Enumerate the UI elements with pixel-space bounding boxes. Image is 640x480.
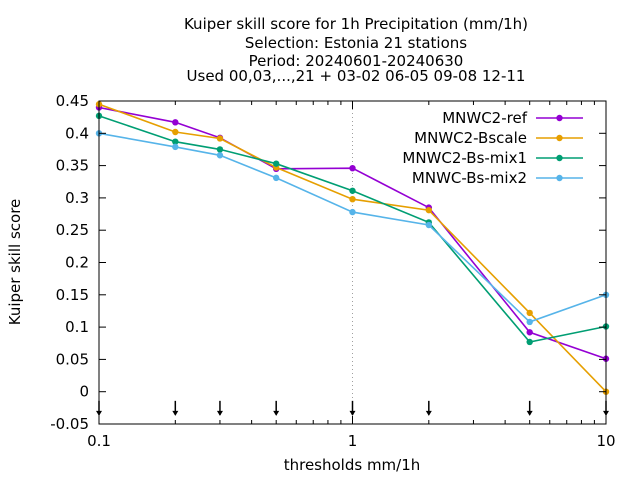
chart-title-line-1: Kuiper skill score for 1h Precipitation …	[184, 15, 528, 33]
chart-title-line-4: Used 00,03,...,21 + 03-02 06-05 09-08 12…	[187, 67, 526, 85]
data-point	[172, 138, 179, 145]
y-tick-label: 0.05	[56, 350, 89, 368]
data-point	[172, 128, 179, 136]
x-axis-label: thresholds mm/1h	[284, 456, 421, 474]
threshold-arrowhead	[526, 410, 533, 416]
series-MNWC-Bs-mix2	[95, 130, 610, 326]
legend-label: MNWC2-Bs-mix1	[402, 149, 527, 167]
data-point	[526, 329, 533, 336]
data-point	[172, 143, 179, 151]
data-point	[216, 152, 224, 159]
x-tick-label: 10	[596, 432, 615, 450]
data-point	[349, 208, 356, 216]
data-point	[349, 187, 356, 194]
data-point	[349, 195, 356, 203]
data-point	[349, 164, 356, 172]
threshold-arrowhead	[425, 410, 432, 416]
series-MNWC2-Bs-mix1	[95, 112, 610, 346]
x-tick-label: 1	[348, 432, 358, 450]
legend-label: MNWC-Bs-mix2	[412, 169, 527, 187]
series-layer	[95, 101, 610, 395]
legend-label: MNWC2-Bscale	[414, 129, 527, 147]
chart-title-line-3: Period: 20240601-20240630	[249, 52, 464, 70]
legend-marker	[556, 134, 563, 142]
y-tick-label: 0	[79, 383, 89, 401]
y-tick-label: 0.2	[65, 254, 89, 272]
data-point	[425, 206, 433, 214]
y-tick-label: 0.45	[56, 92, 89, 110]
data-point	[526, 338, 533, 346]
series-line	[98, 132, 607, 323]
legend-label: MNWC2-ref	[442, 109, 527, 127]
data-point	[526, 309, 533, 317]
y-tick-label: -0.05	[50, 415, 89, 433]
series-line	[98, 106, 607, 360]
data-point	[425, 221, 433, 229]
data-point	[216, 135, 224, 142]
chart-title-line-2: Selection: Estonia 21 stations	[245, 34, 467, 52]
axes: 0.450.40.350.30.250.20.150.10.050-0.050.…	[50, 92, 615, 450]
data-point	[216, 146, 224, 153]
legend-marker	[556, 174, 563, 182]
y-tick-label: 0.4	[65, 124, 89, 142]
x-tick-label: 0.1	[87, 432, 111, 450]
y-tick-label: 0.1	[65, 318, 89, 336]
threshold-arrowhead	[349, 410, 356, 416]
threshold-markers	[96, 400, 609, 416]
data-point	[526, 318, 533, 326]
legend-marker	[556, 114, 563, 122]
y-tick-label: 0.3	[65, 189, 89, 207]
threshold-arrowhead	[172, 410, 179, 416]
data-point	[172, 119, 179, 126]
legend: MNWC2-ref MNWC2-Bscale MNWC2-Bs-mix1 MNWC-B…	[402, 109, 583, 187]
data-point	[272, 174, 280, 182]
y-tick-label: 0.25	[56, 221, 89, 239]
y-axis-label: Kuiper skill score	[6, 199, 24, 326]
series-line	[98, 115, 607, 343]
threshold-arrowhead	[216, 410, 223, 416]
chart-title: Kuiper skill score for 1h Precipitation …	[184, 15, 528, 85]
legend-marker	[556, 154, 563, 162]
series-line	[98, 103, 607, 393]
threshold-arrowhead	[273, 410, 280, 416]
y-tick-label: 0.35	[56, 157, 89, 175]
y-tick-label: 0.15	[56, 286, 89, 304]
data-point	[272, 160, 280, 167]
